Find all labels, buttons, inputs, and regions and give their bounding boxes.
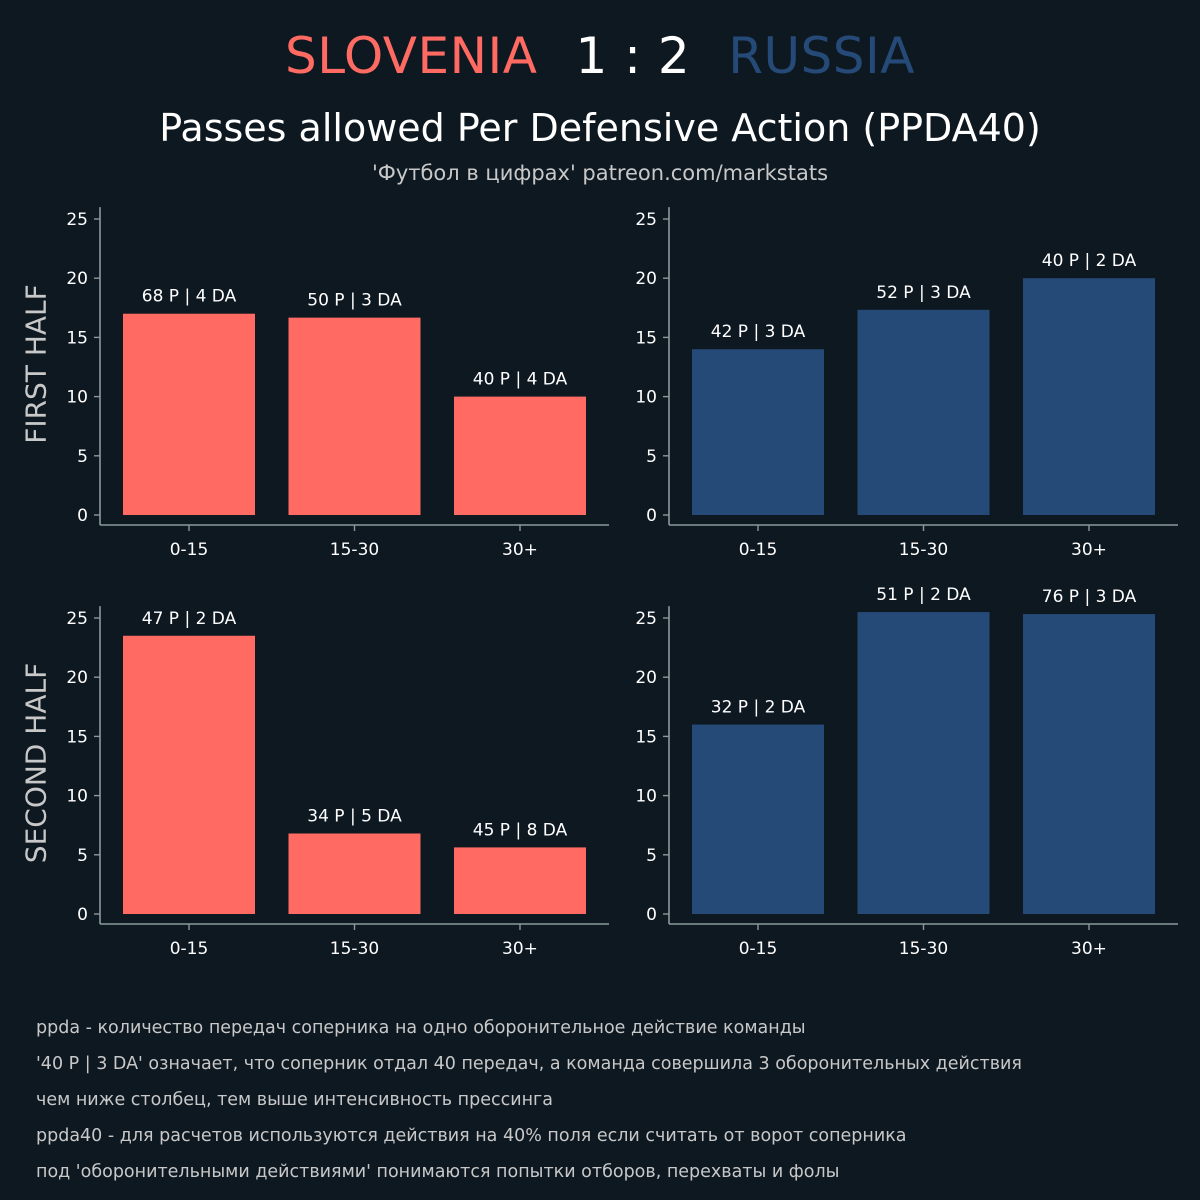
- chart-title: Passes allowed Per Defensive Action (PPD…: [159, 106, 1041, 150]
- x-tick-label: 15-30: [330, 540, 379, 560]
- y-tick-label: 15: [635, 328, 657, 348]
- bar: [692, 349, 824, 515]
- y-tick-label: 15: [66, 328, 88, 348]
- bar-data-label: 32 P | 2 DA: [711, 698, 806, 718]
- footnote-line: чем ниже столбец, тем выше интенсивность…: [36, 1090, 553, 1110]
- bar: [857, 612, 990, 914]
- y-tick-label: 5: [77, 846, 88, 866]
- x-tick-label: 30+: [502, 939, 538, 959]
- y-tick-label: 25: [635, 609, 657, 629]
- x-tick-label: 15-30: [330, 939, 379, 959]
- footnote-line: '40 P | 3 DA' означает, что соперник отд…: [36, 1054, 1022, 1074]
- bar: [454, 396, 586, 515]
- y-tick-label: 25: [66, 210, 88, 230]
- x-tick-label: 30+: [1071, 939, 1107, 959]
- x-tick-label: 0-15: [170, 540, 209, 560]
- x-tick-label: 0-15: [170, 939, 209, 959]
- bar: [857, 309, 990, 515]
- bar: [123, 635, 255, 914]
- chart-panel-home-second-half: 0 5 10 15 20 25 47 P | 2 DA 0-15 34 P | 5 DA 15-3…: [66, 606, 609, 959]
- bar-data-label: 52 P | 3 DA: [876, 283, 971, 303]
- y-tick-label: 20: [66, 668, 88, 688]
- bar-data-label: 76 P | 3 DA: [1042, 587, 1137, 607]
- y-tick-label: 15: [66, 727, 88, 747]
- bar-data-label: 40 P | 2 DA: [1042, 251, 1137, 271]
- y-tick-label: 25: [66, 609, 88, 629]
- x-tick-label: 15-30: [899, 540, 948, 560]
- chart-panel-away-second-half: 0 5 10 15 20 25 32 P | 2 DA 0-15 51 P | 2 DA 15-3…: [635, 585, 1178, 959]
- bar-data-label: 68 P | 4 DA: [142, 287, 237, 307]
- y-tick-label: 25: [635, 210, 657, 230]
- y-tick-label: 10: [66, 787, 88, 807]
- y-tick-label: 10: [66, 388, 88, 408]
- bar-data-label: 42 P | 3 DA: [711, 322, 806, 342]
- bar: [288, 833, 421, 914]
- bar-data-label: 34 P | 5 DA: [307, 806, 402, 826]
- x-tick-label: 15-30: [899, 939, 948, 959]
- y-tick-label: 15: [635, 727, 657, 747]
- bar-data-label: 47 P | 2 DA: [142, 609, 237, 629]
- y-tick-label: 10: [635, 388, 657, 408]
- y-tick-label: 5: [646, 447, 657, 467]
- y-tick-label: 0: [646, 506, 657, 526]
- match-score: 1 : 2: [575, 27, 691, 85]
- x-tick-label: 30+: [1071, 540, 1107, 560]
- chart-panel-home-first-half: 0 5 10 15 20 25 68 P | 4 DA 0-15 50 P | 3 DA 15-3…: [66, 207, 609, 560]
- bar: [692, 724, 824, 914]
- footnote-line: ppda40 - для расчетов используются дейст…: [36, 1126, 907, 1146]
- footnote-line: ppda - количество передач соперника на о…: [36, 1018, 806, 1038]
- y-tick-label: 20: [635, 668, 657, 688]
- away-team-name: RUSSIA: [728, 27, 915, 85]
- y-tick-label: 5: [646, 846, 657, 866]
- bar-data-label: 51 P | 2 DA: [876, 585, 971, 605]
- chart-subtitle: 'Футбол в цифрах' patreon.com/markstats: [371, 161, 829, 185]
- y-tick-label: 5: [77, 447, 88, 467]
- y-tick-label: 20: [635, 269, 657, 289]
- bar: [288, 317, 421, 515]
- y-tick-label: 0: [646, 905, 657, 925]
- y-tick-label: 0: [77, 905, 88, 925]
- y-tick-label: 0: [77, 506, 88, 526]
- bar: [454, 847, 586, 914]
- bar: [1023, 278, 1155, 515]
- bar: [1023, 614, 1155, 914]
- bar-data-label: 50 P | 3 DA: [307, 291, 402, 311]
- footnotes: ppda - количество передач соперника на о…: [36, 1010, 1176, 1190]
- match-score-header: SLOVENIA 1 : 2 RUSSIA: [0, 26, 1200, 86]
- home-team-name: SLOVENIA: [285, 27, 538, 85]
- x-tick-label: 30+: [502, 540, 538, 560]
- bar-data-label: 45 P | 8 DA: [473, 820, 568, 840]
- footnote-line: под 'оборонительными действиями' понимаю…: [36, 1162, 840, 1182]
- y-tick-label: 10: [635, 787, 657, 807]
- bar: [123, 313, 255, 515]
- x-tick-label: 0-15: [739, 939, 778, 959]
- x-tick-label: 0-15: [739, 540, 778, 560]
- bar-data-label: 40 P | 4 DA: [473, 370, 568, 390]
- y-tick-label: 20: [66, 269, 88, 289]
- chart-panel-away-first-half: 0 5 10 15 20 25 42 P | 3 DA 0-15 52 P | 3 DA 15-3…: [635, 207, 1178, 560]
